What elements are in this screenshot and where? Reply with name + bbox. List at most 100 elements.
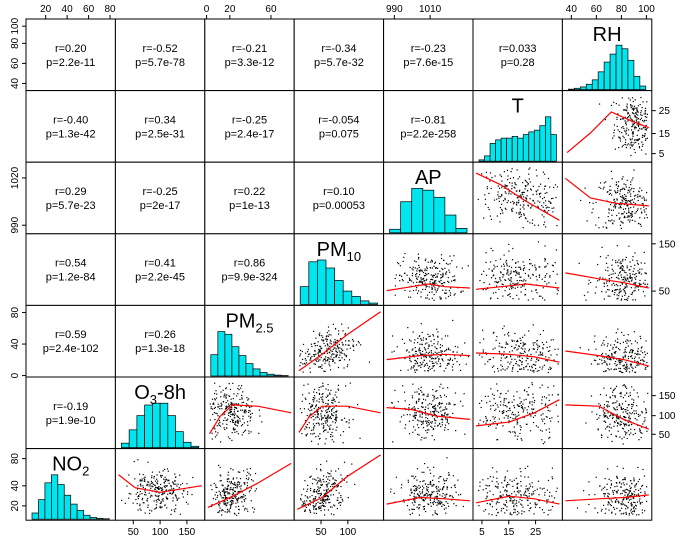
data-point bbox=[325, 429, 327, 431]
data-point bbox=[508, 191, 510, 193]
data-point bbox=[342, 500, 344, 502]
data-point bbox=[240, 497, 242, 499]
data-point bbox=[616, 400, 618, 402]
data-point bbox=[430, 358, 433, 360]
data-point bbox=[345, 340, 347, 342]
data-point bbox=[327, 403, 329, 406]
data-point bbox=[622, 118, 625, 120]
data-point bbox=[624, 504, 626, 506]
data-point bbox=[612, 416, 614, 418]
data-point bbox=[628, 269, 630, 271]
data-point bbox=[224, 494, 227, 497]
data-point bbox=[524, 217, 527, 219]
data-point bbox=[621, 421, 623, 423]
data-point bbox=[624, 408, 626, 411]
data-point bbox=[628, 295, 630, 298]
data-point bbox=[162, 500, 164, 502]
data-point bbox=[492, 292, 495, 294]
data-point bbox=[317, 410, 319, 412]
data-point bbox=[313, 395, 316, 397]
data-point bbox=[328, 475, 330, 478]
data-point bbox=[616, 288, 618, 291]
data-point bbox=[626, 363, 628, 365]
data-point bbox=[629, 495, 632, 497]
data-point bbox=[502, 212, 504, 214]
data-point bbox=[489, 476, 491, 478]
data-point bbox=[517, 356, 519, 358]
data-point bbox=[620, 408, 622, 410]
data-point bbox=[228, 492, 230, 494]
data-point bbox=[486, 402, 488, 404]
data-point bbox=[310, 500, 312, 502]
data-point bbox=[448, 472, 450, 474]
data-point bbox=[159, 502, 161, 505]
data-point bbox=[510, 279, 512, 281]
data-point bbox=[608, 405, 610, 407]
data-point bbox=[625, 129, 627, 131]
data-point bbox=[307, 408, 310, 410]
data-point bbox=[612, 348, 614, 350]
data-point bbox=[422, 350, 424, 353]
data-point bbox=[634, 371, 637, 374]
data-point bbox=[520, 291, 522, 293]
data-point bbox=[220, 475, 222, 477]
data-point bbox=[482, 288, 484, 291]
data-point bbox=[622, 144, 624, 147]
data-point bbox=[432, 365, 434, 367]
data-point bbox=[326, 483, 329, 485]
data-point bbox=[628, 209, 630, 211]
data-point bbox=[243, 500, 246, 502]
data-point bbox=[601, 508, 603, 510]
data-point bbox=[432, 279, 434, 281]
variable-name: AP bbox=[415, 167, 442, 189]
data-point bbox=[646, 128, 648, 130]
data-point bbox=[546, 502, 548, 504]
data-point bbox=[434, 422, 436, 424]
data-point bbox=[480, 400, 483, 402]
data-point bbox=[234, 406, 236, 408]
data-point bbox=[420, 296, 422, 298]
data-point bbox=[541, 384, 543, 386]
data-point bbox=[644, 351, 646, 353]
data-point bbox=[326, 332, 328, 334]
data-point bbox=[516, 483, 518, 485]
data-point bbox=[605, 257, 607, 259]
data-point bbox=[522, 206, 524, 208]
data-point bbox=[626, 265, 628, 267]
data-point bbox=[535, 269, 537, 271]
data-point bbox=[452, 276, 454, 278]
data-point bbox=[411, 475, 413, 477]
data-point bbox=[553, 207, 555, 209]
data-point bbox=[415, 361, 418, 363]
data-point bbox=[600, 510, 603, 512]
data-point bbox=[425, 492, 427, 494]
data-point bbox=[512, 286, 514, 289]
data-point bbox=[326, 338, 329, 341]
data-point bbox=[320, 365, 322, 368]
data-point bbox=[328, 410, 331, 413]
data-point bbox=[527, 204, 529, 206]
data-point bbox=[611, 277, 613, 279]
data-point bbox=[234, 428, 236, 431]
data-point bbox=[437, 397, 439, 399]
data-point bbox=[429, 360, 431, 362]
data-point bbox=[501, 180, 503, 182]
panel-frame bbox=[25, 233, 116, 306]
data-point bbox=[532, 408, 534, 411]
data-point bbox=[556, 186, 559, 188]
data-point bbox=[452, 475, 454, 477]
data-point bbox=[510, 270, 512, 272]
data-point bbox=[248, 409, 250, 412]
data-point bbox=[309, 496, 311, 498]
data-point bbox=[230, 468, 232, 470]
data-point bbox=[526, 412, 529, 414]
data-point bbox=[508, 193, 510, 195]
data-point bbox=[518, 266, 520, 268]
data-point bbox=[219, 405, 221, 407]
data-point bbox=[304, 500, 306, 502]
data-point bbox=[497, 487, 499, 489]
data-point bbox=[452, 351, 454, 353]
data-point bbox=[319, 480, 321, 482]
data-point bbox=[634, 264, 636, 266]
data-point bbox=[233, 414, 235, 417]
